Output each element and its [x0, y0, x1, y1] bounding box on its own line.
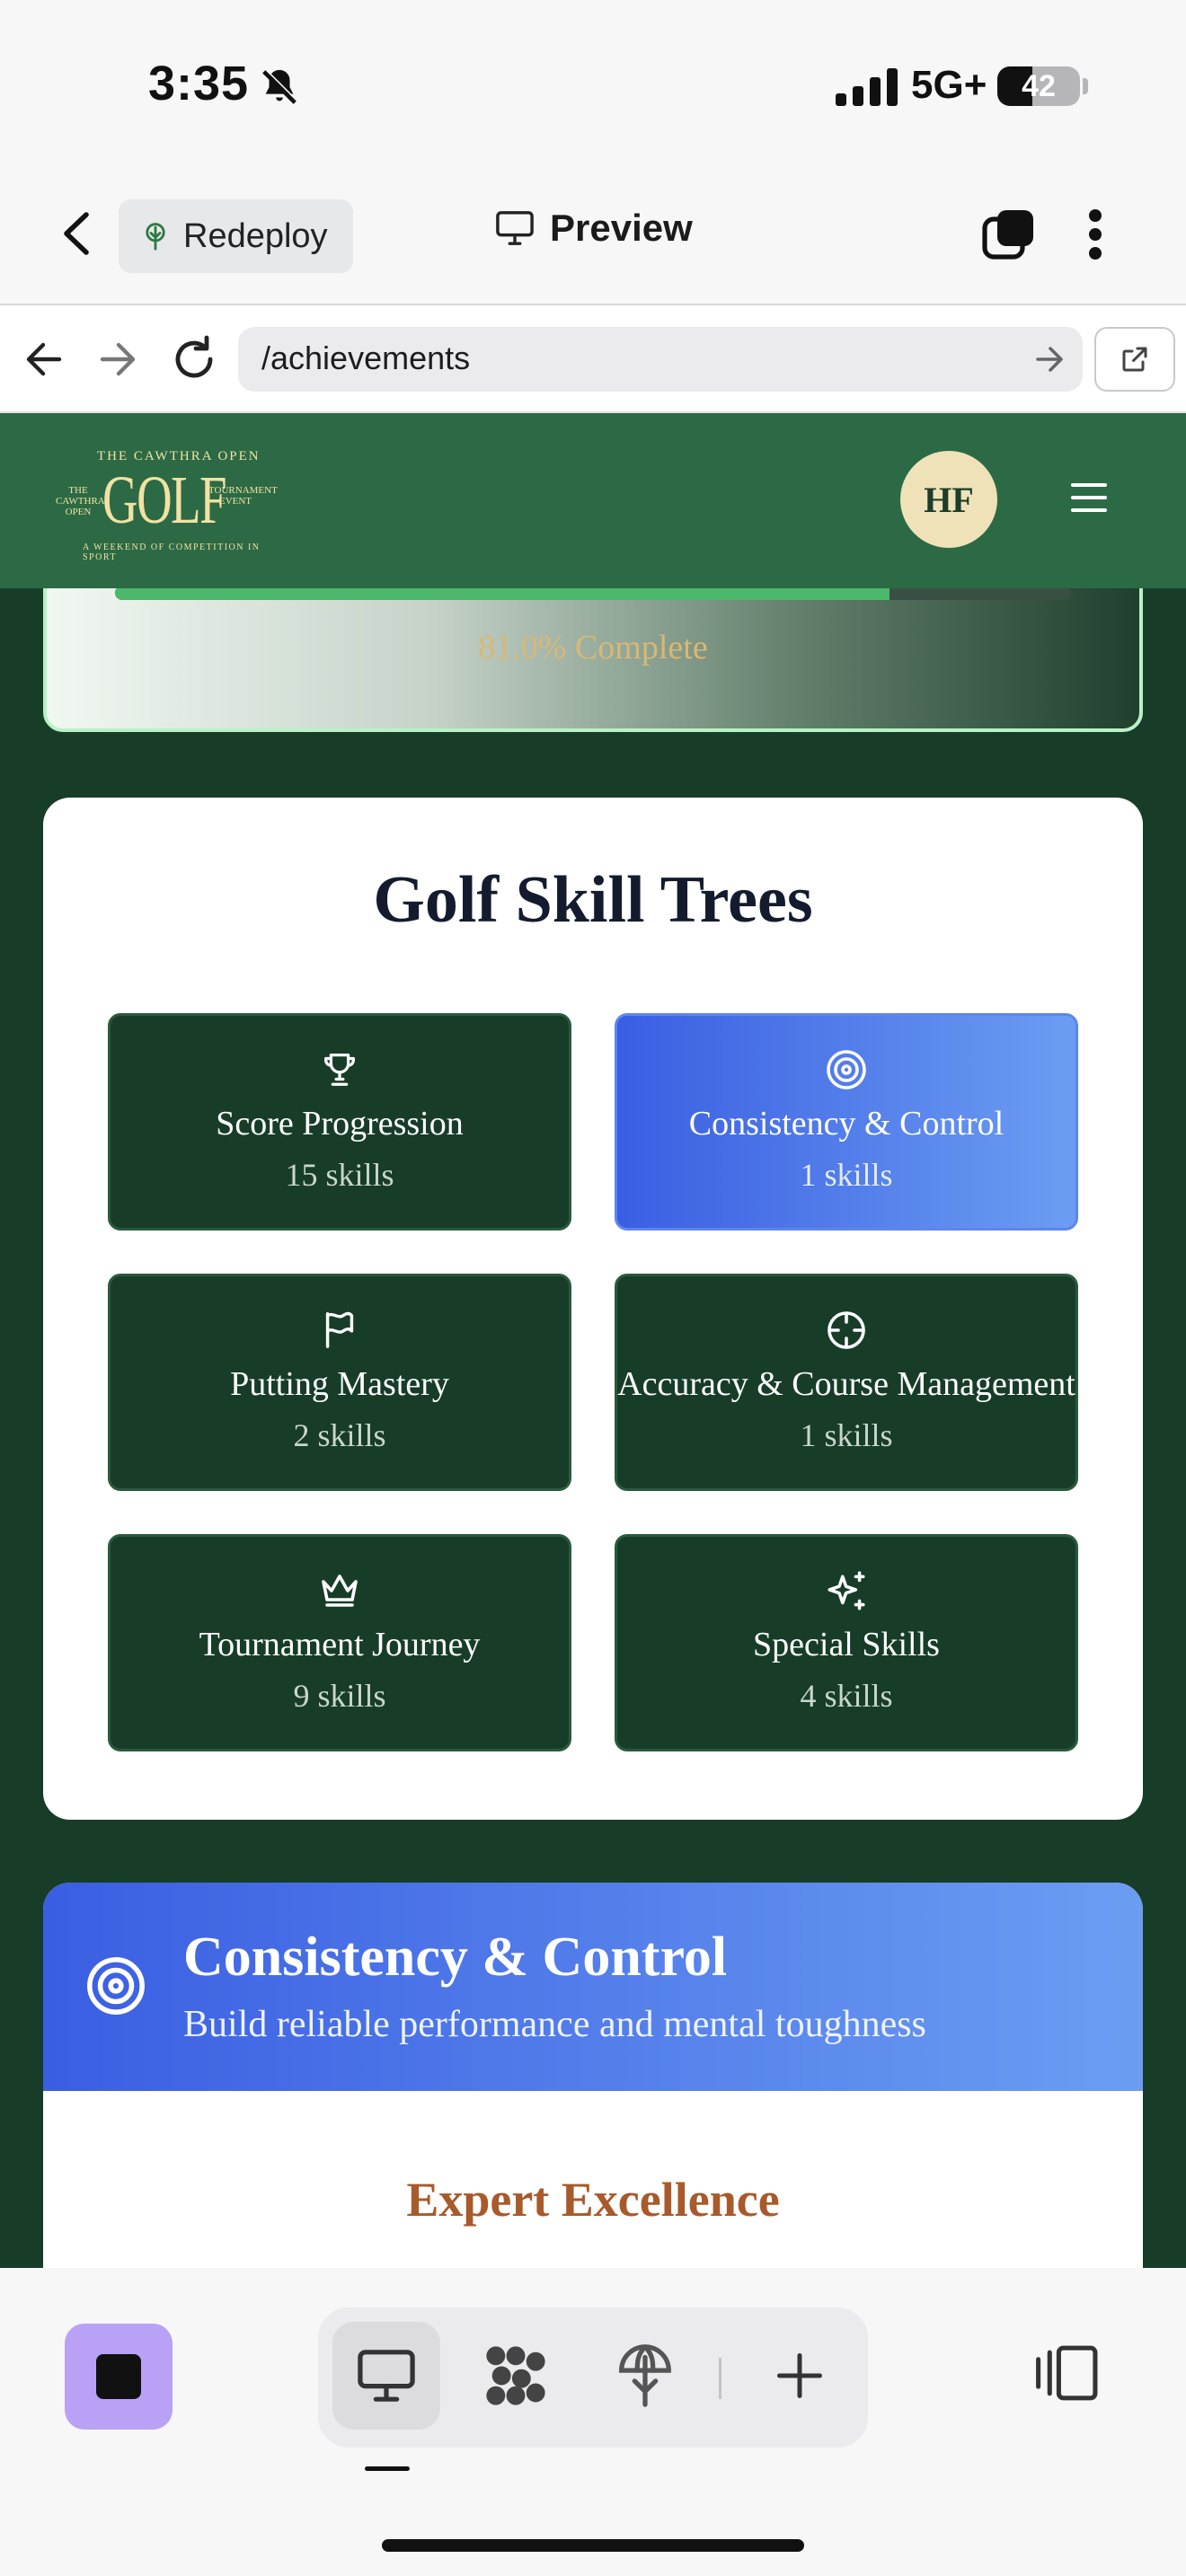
skill-tree-name: Tournament Journey — [199, 1626, 481, 1663]
progress-fill — [115, 586, 890, 600]
progress-text: 81.0% Complete — [478, 629, 708, 666]
target-icon — [84, 1954, 147, 2022]
active-mode-indicator — [365, 2466, 410, 2471]
skill-tree-consistency-control[interactable]: Consistency & Control 1 skills — [615, 1013, 1078, 1231]
sidebar-toggle-icon — [1036, 2345, 1098, 2401]
browser-back-button[interactable] — [25, 334, 63, 389]
tree-icon — [146, 223, 165, 251]
battery-icon: 42 — [997, 66, 1080, 106]
logo-bottom-line: A WEEKEND OF COMPETITION IN SPORT — [83, 543, 261, 562]
reload-button[interactable] — [171, 334, 217, 389]
progress-bar — [115, 586, 1071, 600]
logo-right-text: TOURNAMENT EVENT — [208, 485, 278, 507]
skill-tree-count: 1 skills — [800, 1157, 893, 1193]
battery-fill — [997, 66, 1032, 106]
deploy-mode-button[interactable] — [591, 2322, 699, 2430]
url-bar-row: /achievements — [0, 307, 1186, 413]
monitor-icon — [358, 2350, 415, 2402]
website-viewport: 81.0% Complete THE CAWTHRA OPEN THE CAWT… — [0, 413, 1186, 2268]
open-external-button[interactable] — [1094, 327, 1175, 392]
monitor-icon — [496, 211, 534, 245]
stop-icon — [96, 2354, 141, 2399]
selected-tree-subtitle: Build reliable performance and mental to… — [183, 2004, 926, 2045]
preview-label: Preview — [550, 207, 693, 249]
status-bar: 3:35 5G+ 42 — [0, 0, 1186, 171]
logo-left-text: THE CAWTHRA OPEN — [56, 485, 105, 517]
more-options-icon[interactable] — [1087, 207, 1103, 267]
view-mode-group — [318, 2307, 868, 2448]
sparkles-icon — [617, 1569, 1075, 1614]
skill-tree-score-progression[interactable]: Score Progression 15 skills — [108, 1013, 571, 1231]
reload-icon — [175, 335, 213, 378]
target-icon — [617, 1048, 1075, 1091]
skill-trees-card: Golf Skill Trees Score Progression 15 sk… — [43, 798, 1143, 1820]
skill-tree-count: 4 skills — [800, 1678, 893, 1714]
back-button[interactable] — [54, 207, 99, 260]
crown-icon — [111, 1569, 569, 1610]
status-time: 3:35 — [148, 57, 250, 110]
tier-heading: Expert Excellence — [406, 2173, 780, 2227]
skill-tree-name: Special Skills — [753, 1626, 940, 1663]
add-button[interactable] — [746, 2322, 854, 2430]
battery-percent: 42 — [1022, 69, 1056, 103]
browser-forward-button[interactable] — [99, 334, 137, 389]
stop-button[interactable] — [65, 2324, 173, 2430]
skill-tree-tournament-journey[interactable]: Tournament Journey 9 skills — [108, 1534, 571, 1751]
crosshair-icon — [617, 1309, 1075, 1352]
bottom-toolbar — [0, 2268, 1186, 2576]
selected-tree-panel: Consistency & Control Build reliable per… — [43, 1883, 1143, 2268]
skill-trees-title: Golf Skill Trees — [373, 863, 813, 937]
logo-top-line: THE CAWTHRA OPEN — [97, 449, 261, 463]
bell-off-icon — [259, 66, 300, 112]
skill-tree-name: Score Progression — [216, 1105, 464, 1142]
skill-tree-special-skills[interactable]: Special Skills 4 skills — [615, 1534, 1078, 1751]
selected-tree-header: Consistency & Control Build reliable per… — [43, 1883, 1143, 2091]
trophy-icon — [111, 1048, 569, 1090]
skill-tree-count: 2 skills — [293, 1417, 386, 1453]
preview-title: Preview — [494, 207, 693, 250]
battery-nub — [1083, 78, 1088, 94]
panel-toggle-button[interactable] — [1031, 2343, 1100, 2407]
external-link-icon — [1122, 347, 1147, 372]
site-header: THE CAWTHRA OPEN THE CAWTHRA OPEN GOLF T… — [0, 413, 1186, 588]
skill-tree-count: 1 skills — [800, 1417, 893, 1453]
chevron-left-icon — [64, 212, 89, 255]
skill-tree-name: Accuracy & Course Management — [617, 1365, 1075, 1403]
redeploy-button[interactable]: Redeploy — [119, 199, 353, 273]
apps-mode-button[interactable] — [462, 2322, 570, 2430]
go-arrow-icon[interactable] — [1036, 343, 1063, 380]
plus-icon — [777, 2353, 822, 2398]
skill-tree-name: Consistency & Control — [688, 1105, 1005, 1142]
skill-tree-count: 15 skills — [285, 1157, 394, 1193]
network-type: 5G+ — [911, 63, 987, 107]
logo-main-text: GOLF — [102, 463, 227, 538]
tree-icon — [619, 2344, 671, 2407]
url-field[interactable]: /achievements — [238, 327, 1083, 392]
tabs-icon[interactable] — [981, 207, 1037, 267]
user-avatar[interactable]: HF — [900, 451, 997, 548]
flag-icon — [111, 1309, 569, 1350]
home-indicator — [382, 2539, 804, 2552]
skill-tree-putting-mastery[interactable]: Putting Mastery 2 skills — [108, 1274, 571, 1491]
cellular-signal-icon — [836, 65, 898, 106]
toolbar-divider — [719, 2358, 721, 2399]
selected-tree-title: Consistency & Control — [183, 1927, 728, 1988]
app-header: Redeploy Preview — [0, 171, 1186, 305]
arrow-left-icon — [26, 342, 62, 376]
site-logo[interactable]: THE CAWTHRA OPEN THE CAWTHRA OPEN GOLF T… — [56, 446, 278, 562]
skill-tree-accuracy-course-management[interactable]: Accuracy & Course Management 1 skills — [615, 1274, 1078, 1491]
arrow-right-icon — [100, 342, 136, 376]
skill-tree-count: 9 skills — [293, 1678, 386, 1714]
url-text: /achievements — [261, 340, 471, 376]
skill-tree-name: Putting Mastery — [230, 1365, 449, 1403]
menu-icon[interactable] — [1071, 483, 1107, 521]
redeploy-label: Redeploy — [183, 216, 328, 255]
preview-mode-button[interactable] — [332, 2322, 440, 2430]
blocks-icon — [486, 2346, 545, 2405]
